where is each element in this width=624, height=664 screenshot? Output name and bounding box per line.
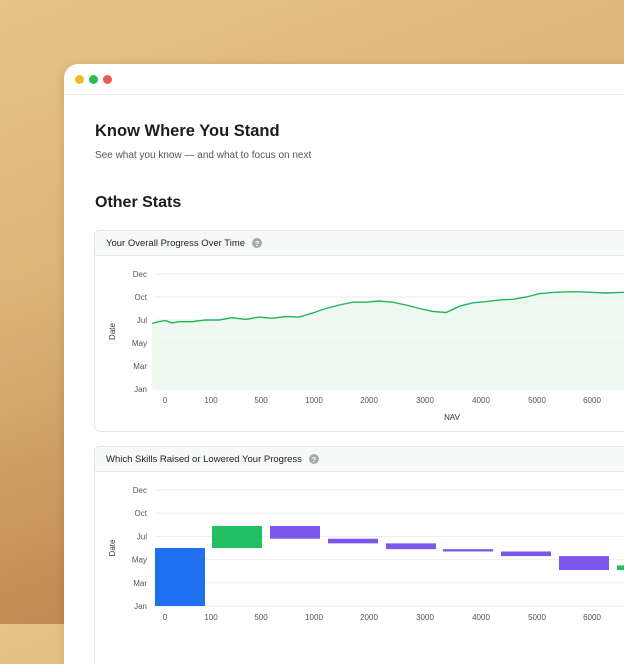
waterfall-bar	[212, 525, 262, 548]
x-tick-label: 4000	[472, 396, 490, 405]
page-title: Know Where You Stand	[95, 122, 280, 140]
maximize-button[interactable]	[89, 75, 98, 84]
section-title: Other Stats	[95, 194, 182, 211]
waterfall-bar	[270, 525, 320, 539]
x-tick-label: 500	[254, 613, 268, 622]
y-tick-label: Mar	[133, 579, 147, 588]
x-tick-label: 2000	[360, 613, 378, 622]
skills-waterfall-chart: Jan Mar May Jul Oct Dec 0 100 500 1000 2000 3000 400…	[108, 486, 624, 622]
progress-line-chart: Jan Mar May Jul Oct Dec 0 100 500 1000 2000 3000 400…	[108, 270, 624, 422]
y-tick-label: May	[132, 556, 147, 565]
x-tick-label: 6000	[583, 396, 601, 405]
x-tick-label: 6000	[583, 613, 601, 622]
x-tick-label: 3000	[416, 613, 434, 622]
y-tick-label: Oct	[135, 293, 148, 302]
y-tick-label: Jan	[134, 385, 147, 394]
y-tick-label: Dec	[133, 486, 147, 495]
close-button[interactable]	[103, 75, 112, 84]
y-tick-label: Jul	[137, 532, 147, 541]
y-tick-label: Jan	[134, 602, 147, 611]
progress-chart-title: Your Overall Progress Over Time	[106, 237, 246, 249]
y-tick-label: Oct	[135, 509, 148, 518]
skills-chart-title: Which Skills Raised or Lowered Your Prog…	[106, 453, 302, 465]
x-axis-label: NAV	[444, 413, 461, 422]
x-tick-label: 0	[163, 613, 168, 622]
y-axis-label: Date	[108, 539, 117, 556]
x-tick-label: 1000	[305, 613, 323, 622]
progress-series-line	[151, 291, 624, 325]
question-circle-icon[interactable]: ?	[252, 238, 263, 248]
x-tick-label: 500	[254, 396, 268, 405]
x-tick-label: 100	[204, 396, 218, 405]
minimize-button[interactable]	[75, 75, 84, 84]
x-tick-label: 4000	[472, 613, 490, 622]
page-subtitle: See what you know — and what to focus on…	[95, 150, 312, 161]
waterfall-bar	[443, 549, 493, 552]
waterfall-bar	[617, 565, 624, 571]
progress-chart-header: Your Overall Progress Over Time ?	[95, 231, 624, 256]
x-tick-label: 1000	[305, 396, 323, 405]
x-tick-label: 0	[163, 396, 168, 405]
y-axis-label: Date	[108, 323, 117, 340]
skills-chart-card: Which Skills Raised or Lowered Your Prog…	[94, 446, 624, 664]
x-tick-label: 5000	[528, 396, 546, 405]
question-circle-icon[interactable]: ?	[308, 454, 319, 464]
y-tick-label: May	[132, 339, 147, 348]
waterfall-bar	[559, 556, 609, 571]
waterfall-bar	[501, 551, 551, 557]
waterfall-bar	[386, 543, 436, 550]
x-tick-label: 2000	[360, 396, 378, 405]
x-tick-label: 5000	[528, 613, 546, 622]
line-area-fill	[152, 291, 624, 389]
y-tick-label: Dec	[133, 270, 147, 279]
skills-chart-header: Which Skills Raised or Lowered Your Prog…	[95, 447, 624, 472]
y-tick-label: Mar	[133, 362, 147, 371]
progress-chart-card: Your Overall Progress Over Time ? Jan Mar…	[94, 230, 624, 432]
waterfall-bar	[155, 548, 205, 606]
x-tick-label: 3000	[416, 396, 434, 405]
app-window: Know Where You Stand See what you know —…	[64, 64, 624, 664]
y-tick-label: Jul	[137, 316, 147, 325]
window-titlebar	[64, 64, 624, 95]
x-tick-label: 100	[204, 613, 218, 622]
waterfall-bar	[328, 538, 378, 544]
